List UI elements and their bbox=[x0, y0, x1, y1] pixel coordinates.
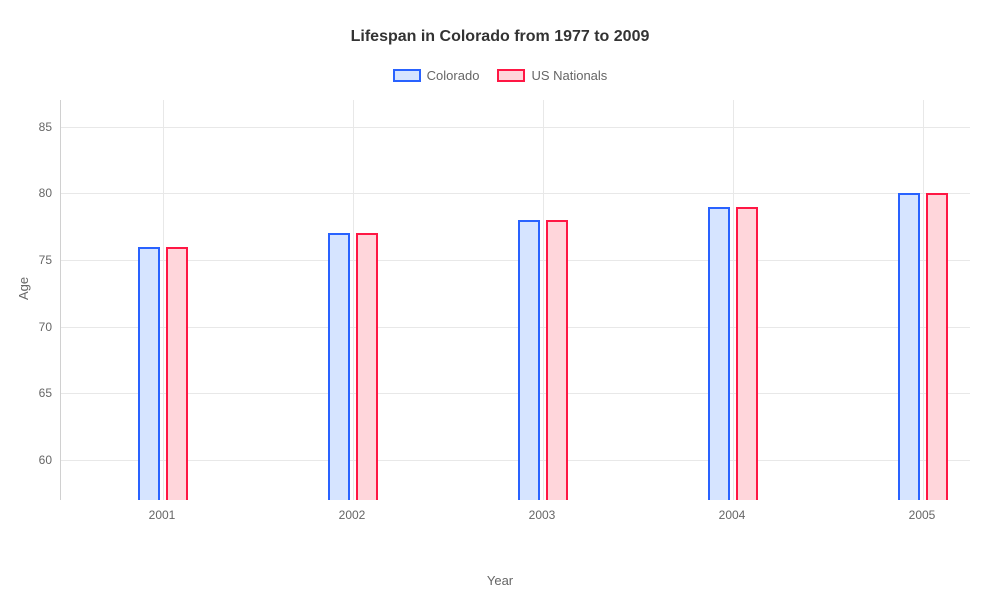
x-tick-label: 2003 bbox=[529, 508, 556, 522]
plot-area bbox=[60, 100, 970, 500]
bar bbox=[736, 207, 758, 500]
x-axis-label: Year bbox=[0, 573, 1000, 588]
x-tick-label: 2005 bbox=[909, 508, 936, 522]
gridline-h bbox=[61, 193, 970, 194]
gridline-v bbox=[353, 100, 354, 500]
x-tick-label: 2001 bbox=[149, 508, 176, 522]
plot-wrap: 606570758085 20012002200320042005 bbox=[60, 100, 970, 530]
bar bbox=[898, 193, 920, 500]
gridline-v bbox=[163, 100, 164, 500]
y-tick-label: 80 bbox=[12, 186, 52, 200]
bar bbox=[356, 233, 378, 500]
bar bbox=[926, 193, 948, 500]
gridline-h bbox=[61, 460, 970, 461]
gridline-h bbox=[61, 127, 970, 128]
y-tick-label: 60 bbox=[12, 453, 52, 467]
legend-item: US Nationals bbox=[497, 68, 607, 83]
legend-label: Colorado bbox=[427, 68, 480, 83]
bar bbox=[166, 247, 188, 500]
legend-item: Colorado bbox=[393, 68, 480, 83]
bar bbox=[708, 207, 730, 500]
y-tick-label: 85 bbox=[12, 120, 52, 134]
gridline-h bbox=[61, 260, 970, 261]
legend-label: US Nationals bbox=[531, 68, 607, 83]
legend-swatch bbox=[393, 69, 421, 82]
bar bbox=[518, 220, 540, 500]
y-tick-label: 70 bbox=[12, 320, 52, 334]
bar bbox=[328, 233, 350, 500]
gridline-v bbox=[733, 100, 734, 500]
x-tick-label: 2002 bbox=[339, 508, 366, 522]
y-tick-label: 65 bbox=[12, 386, 52, 400]
x-tick-label: 2004 bbox=[719, 508, 746, 522]
bar bbox=[546, 220, 568, 500]
y-axis-label: Age bbox=[16, 277, 31, 300]
gridline-h bbox=[61, 327, 970, 328]
y-tick-label: 75 bbox=[12, 253, 52, 267]
legend: Colorado US Nationals bbox=[0, 68, 1000, 83]
legend-swatch bbox=[497, 69, 525, 82]
bar bbox=[138, 247, 160, 500]
chart-title: Lifespan in Colorado from 1977 to 2009 bbox=[0, 0, 1000, 46]
gridline-h bbox=[61, 393, 970, 394]
gridline-v bbox=[923, 100, 924, 500]
gridline-v bbox=[543, 100, 544, 500]
